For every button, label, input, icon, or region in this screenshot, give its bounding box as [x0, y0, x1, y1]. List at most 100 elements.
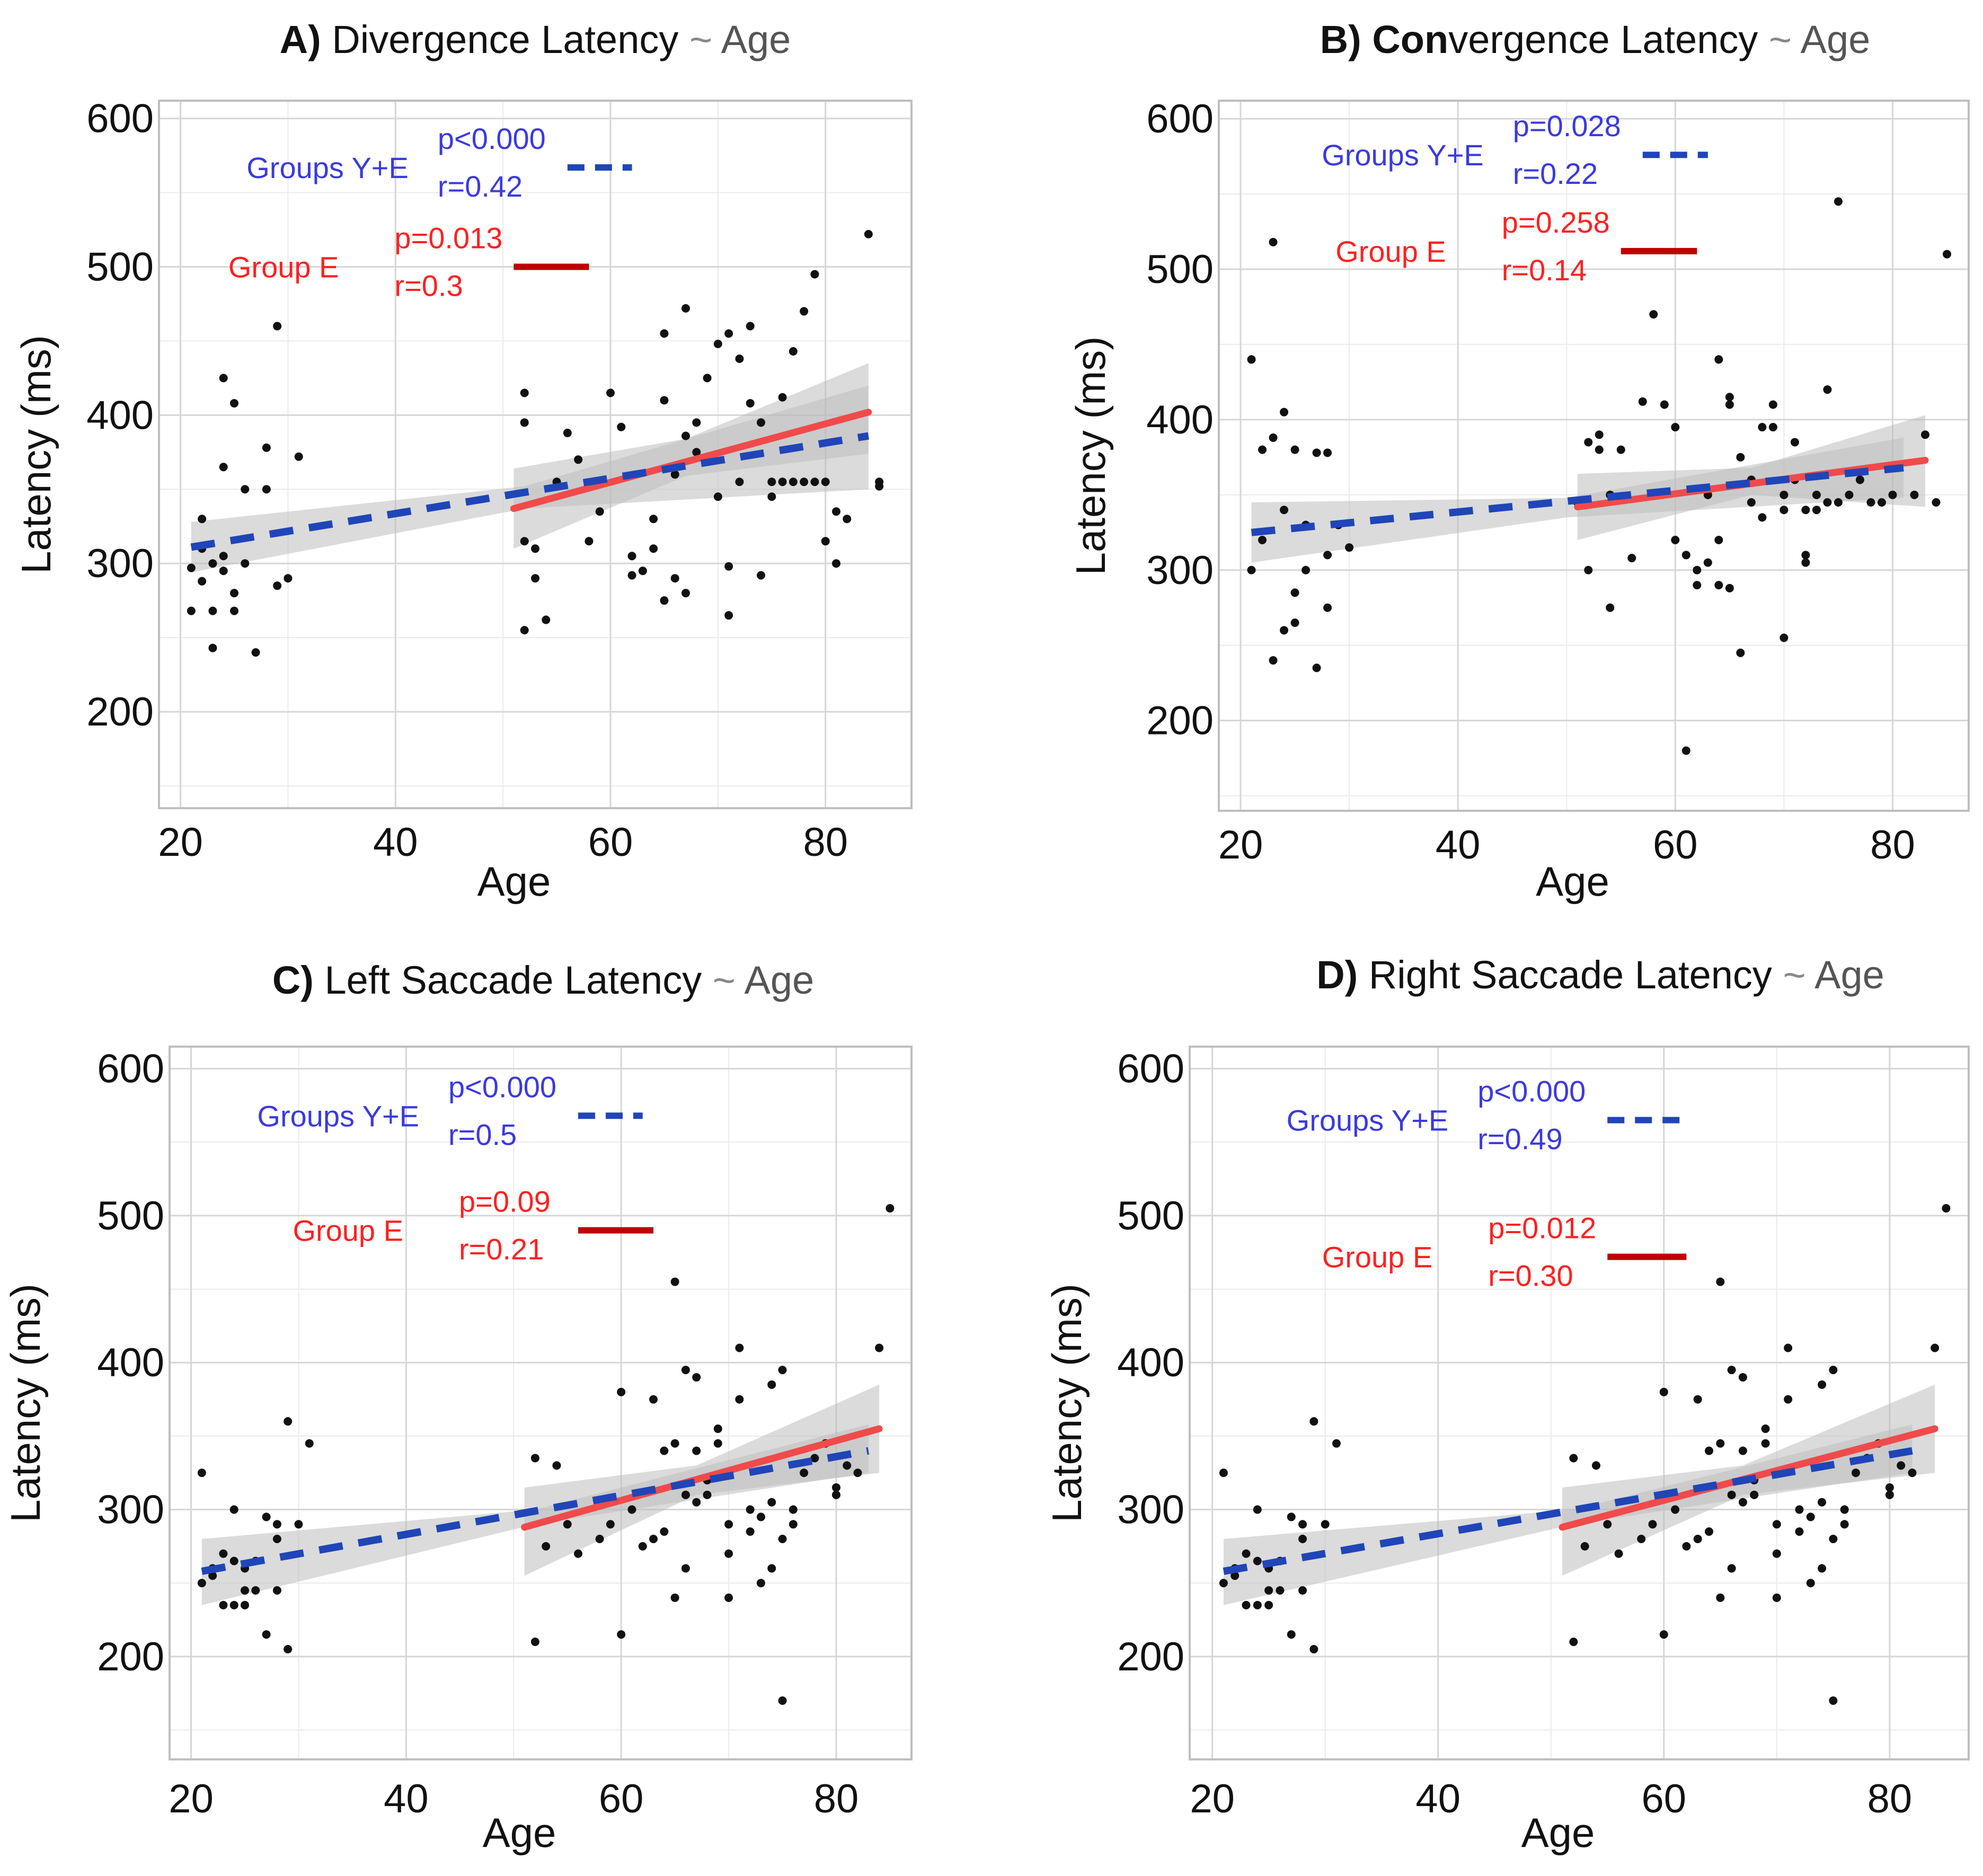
data-point — [1269, 656, 1278, 665]
data-point — [1269, 237, 1278, 246]
data-point — [649, 544, 658, 553]
stat-p-all: p<0.000 — [438, 122, 546, 155]
y-tick-label: 600 — [1117, 1047, 1184, 1092]
y-tick-label: 200 — [1117, 1634, 1184, 1679]
data-point — [520, 626, 529, 635]
data-point — [627, 1505, 636, 1514]
y-tick-label: 600 — [1146, 96, 1214, 141]
data-point — [1614, 1549, 1623, 1558]
legend-label-all: Groups Y+E — [1322, 138, 1484, 172]
data-point — [251, 1586, 260, 1595]
data-point — [767, 477, 776, 486]
stat-r-all: r=0.49 — [1477, 1122, 1562, 1156]
data-point — [1780, 490, 1789, 499]
data-point — [1247, 355, 1256, 364]
data-point — [305, 1439, 314, 1448]
data-point — [284, 1417, 293, 1426]
legend-label-elder: Group E — [228, 250, 339, 284]
data-point — [1595, 445, 1604, 454]
data-point — [1840, 1505, 1849, 1514]
data-point — [789, 1520, 798, 1529]
title-age: Age — [744, 958, 814, 1002]
data-point — [273, 581, 282, 590]
y-tick-label: 500 — [1117, 1193, 1184, 1238]
data-point — [735, 477, 744, 486]
data-point — [1725, 393, 1734, 402]
data-point — [1897, 1461, 1906, 1470]
stat-p-elder: p=0.258 — [1502, 206, 1610, 239]
data-point — [681, 304, 690, 313]
data-point — [1627, 554, 1636, 563]
x-tick-label: 40 — [1436, 822, 1481, 868]
y-tick-label: 300 — [1146, 548, 1214, 593]
data-point — [1302, 565, 1311, 574]
y-tick-label: 500 — [1146, 247, 1214, 292]
data-point — [284, 1645, 293, 1654]
y-tick-label: 400 — [86, 393, 154, 438]
data-point — [1768, 400, 1777, 409]
data-point — [208, 606, 217, 615]
x-tick-label: 60 — [1653, 822, 1698, 868]
data-point — [660, 596, 669, 605]
data-point — [617, 422, 626, 431]
data-point — [757, 571, 765, 580]
data-point — [530, 1454, 539, 1463]
stat-r-elder: r=0.14 — [1502, 253, 1587, 287]
plot-border — [169, 1046, 913, 1760]
x-tick-label: 60 — [599, 1776, 644, 1821]
y-tick-label: 400 — [1117, 1340, 1184, 1385]
data-point — [563, 1520, 572, 1529]
data-point — [1253, 1600, 1262, 1609]
title-bold-part: Con — [1372, 17, 1448, 61]
data-point — [208, 559, 217, 568]
data-point — [1727, 1366, 1736, 1375]
data-point — [1818, 1498, 1827, 1507]
title-age: Age — [1814, 953, 1884, 997]
data-point — [681, 1366, 690, 1375]
data-point — [778, 477, 787, 486]
data-point — [1219, 1579, 1228, 1588]
data-point — [1584, 565, 1593, 574]
x-tick-label: 20 — [158, 820, 203, 865]
y-tick-label: 500 — [86, 244, 154, 289]
data-point — [649, 1395, 658, 1404]
data-point — [1264, 1586, 1273, 1595]
title-main: vergence Latency — [1448, 17, 1769, 61]
data-point — [1738, 1373, 1747, 1382]
data-point — [241, 559, 250, 568]
data-point — [713, 492, 722, 501]
data-point — [1280, 506, 1289, 515]
data-point — [681, 589, 690, 598]
data-point — [1290, 618, 1299, 627]
x-tick-label: 20 — [1190, 1776, 1235, 1821]
data-point — [724, 1520, 733, 1529]
data-point — [1638, 397, 1647, 406]
data-point — [272, 1535, 281, 1544]
data-point — [1323, 551, 1332, 560]
data-point — [1851, 1468, 1860, 1477]
data-point — [1714, 535, 1723, 544]
data-point — [563, 428, 572, 437]
panel-title: C) Left Saccade Latency ~ Age — [272, 958, 814, 1002]
title-main: Left Saccade Latency — [325, 958, 713, 1002]
data-point — [229, 1556, 238, 1565]
data-point — [1693, 581, 1702, 590]
data-point — [800, 307, 809, 316]
title-tilde: ~ — [1783, 953, 1814, 997]
data-point — [1761, 1424, 1770, 1433]
data-point — [520, 418, 529, 427]
data-point — [1845, 490, 1854, 499]
title-tilde: ~ — [713, 958, 745, 1002]
data-point — [670, 1593, 679, 1602]
x-axis-title: Age — [483, 1809, 556, 1856]
data-point — [724, 1593, 733, 1602]
x-tick-label: 40 — [373, 820, 418, 865]
x-tick-label: 60 — [1642, 1776, 1687, 1821]
y-tick-label: 400 — [1146, 397, 1214, 443]
stat-p-all: p<0.000 — [1477, 1075, 1586, 1108]
title-main: Right Saccade Latency — [1369, 953, 1783, 997]
data-point — [1298, 1535, 1307, 1544]
data-point — [660, 1446, 669, 1455]
data-point — [1772, 1593, 1781, 1602]
data-point — [724, 611, 733, 620]
